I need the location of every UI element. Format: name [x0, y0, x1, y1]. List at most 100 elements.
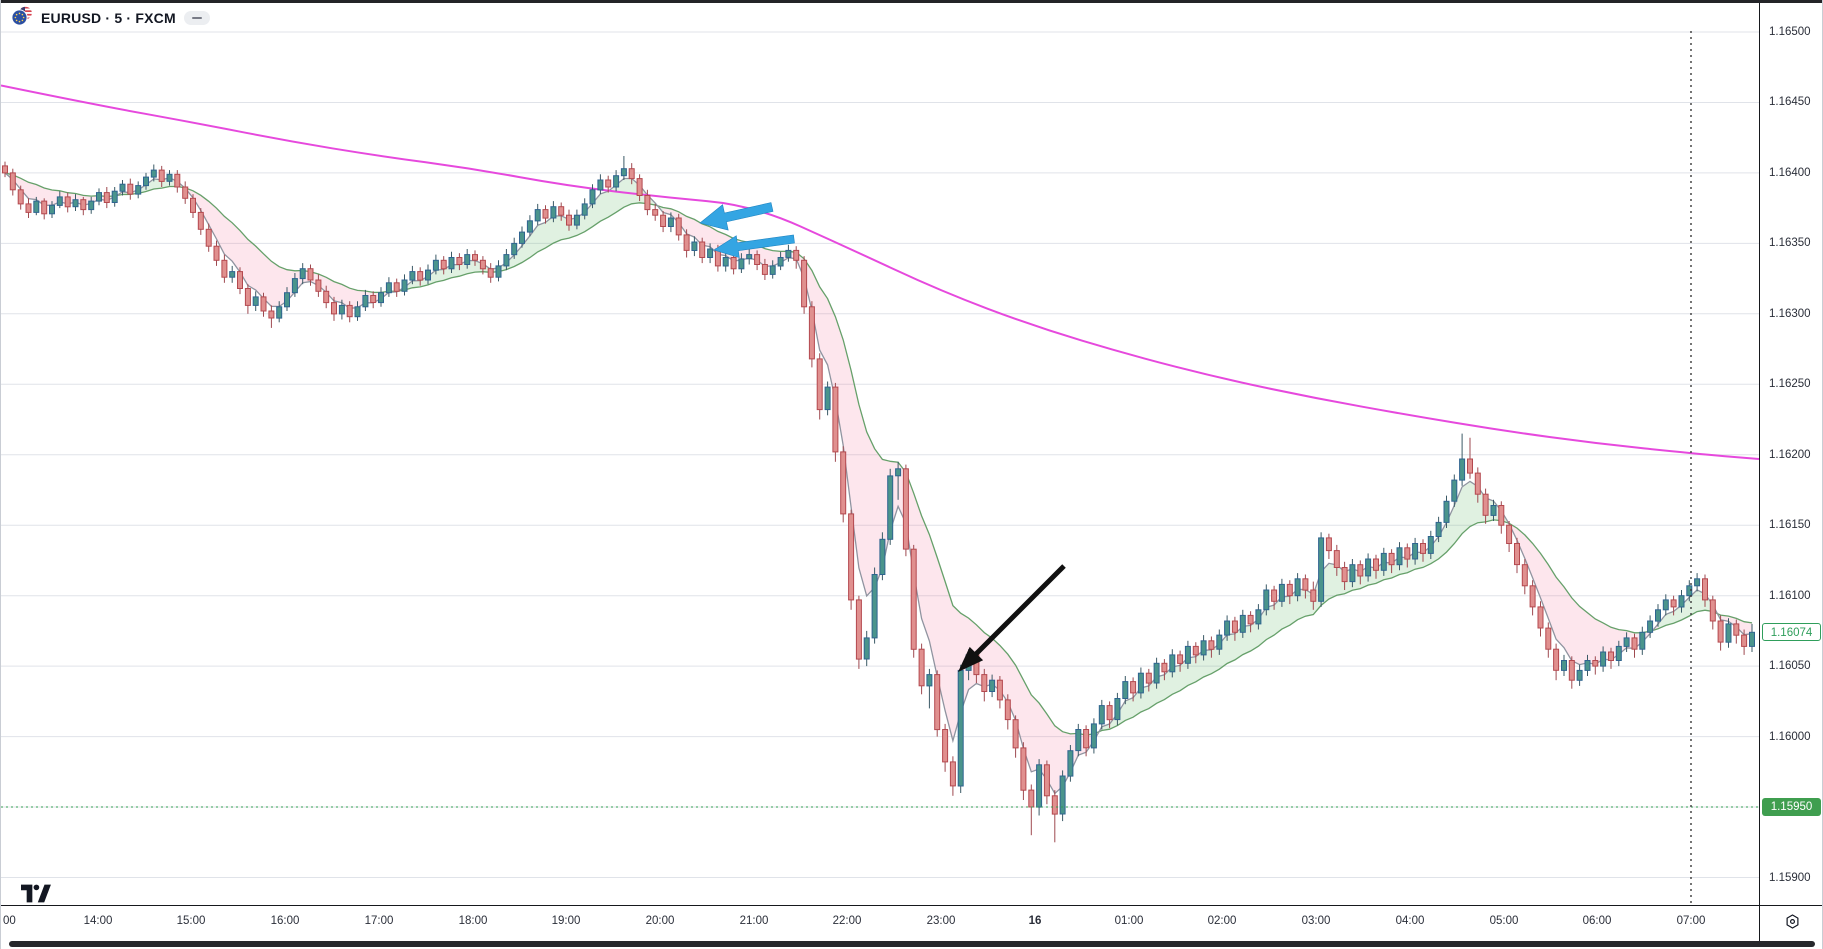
scale-settings-corner[interactable]: [1759, 905, 1822, 941]
candle-down: [918, 648, 925, 687]
candle-down: [1608, 651, 1614, 661]
candle-down: [675, 217, 682, 236]
candle-up: [354, 306, 361, 318]
slow-ema-line[interactable]: [4, 172, 1753, 736]
candle-up: [432, 259, 439, 271]
time-tick-label: 03:00: [1301, 915, 1331, 927]
candle-up: [1427, 536, 1434, 554]
candle-up: [143, 176, 149, 187]
candle-down: [1083, 729, 1090, 749]
candle-down: [1247, 614, 1254, 625]
candle-up: [1114, 698, 1121, 721]
candle-down: [1467, 458, 1473, 474]
candle-up: [769, 265, 776, 275]
candle-down: [1506, 524, 1513, 545]
candle-down: [542, 209, 549, 219]
candle-down: [1231, 620, 1238, 633]
price-chart[interactable]: [1, 0, 1760, 905]
time-tick-label: 14:00: [83, 915, 113, 927]
time-tick-label: 19:00: [551, 915, 581, 927]
candle-down: [1302, 578, 1309, 591]
candle-up: [1200, 640, 1207, 656]
candle-down: [1333, 550, 1340, 568]
candle-down: [260, 296, 267, 312]
eurusd-flag-icon: [11, 6, 33, 31]
candle-down: [1592, 660, 1599, 667]
candle-up: [401, 279, 408, 292]
candle-up: [871, 574, 878, 639]
price-tick-label: 1.16400: [1769, 167, 1811, 179]
legend-collapse-button[interactable]: [183, 11, 210, 25]
candle-down: [323, 290, 330, 304]
candle-down: [1106, 705, 1113, 721]
candle-down: [1192, 645, 1199, 656]
candle-up: [667, 217, 674, 227]
candle-up: [722, 257, 729, 267]
candle-down: [370, 295, 377, 303]
tradingview-logo[interactable]: [21, 884, 51, 903]
candle-up: [1600, 651, 1607, 667]
candle-up: [1435, 521, 1442, 538]
candle-up: [409, 271, 416, 281]
candle-down: [1325, 537, 1332, 552]
time-tick-label: 04:00: [1395, 915, 1425, 927]
candle-up: [276, 306, 283, 319]
candle-down: [127, 183, 134, 195]
ma-ribbon-fill: [1101, 481, 1510, 731]
candle-up: [1184, 645, 1191, 664]
time-tick-label: 16:00: [270, 915, 300, 927]
candle-down: [566, 214, 572, 226]
candle-down: [1717, 620, 1724, 643]
candle-up: [1098, 705, 1105, 725]
alert-price-label[interactable]: 1.15950: [1762, 798, 1821, 816]
chart-pane[interactable]: [1, 0, 1760, 905]
candle-up: [1490, 505, 1497, 516]
candle-up: [72, 199, 79, 208]
price-tick-label: 1.16450: [1769, 96, 1811, 108]
black-arrow-head[interactable]: [958, 646, 984, 672]
blue-arrow-drawing[interactable]: [713, 234, 795, 259]
candle-up: [1224, 620, 1231, 636]
candle-down: [636, 178, 643, 197]
candle-up: [1678, 595, 1685, 608]
candle-down: [1420, 543, 1426, 554]
candle-up: [1655, 609, 1661, 622]
candle-up: [1090, 723, 1097, 749]
price-axis[interactable]: 1.16500 1.16450 1.16400 1.16350 1.16300 1.162…: [1759, 3, 1822, 905]
candle-down: [1404, 547, 1411, 560]
candle-down: [840, 451, 847, 515]
candle-up: [1396, 547, 1403, 566]
candle-down: [9, 172, 16, 191]
symbol-legend[interactable]: EURUSD · 5 · FXCM: [11, 6, 210, 31]
blue-arrow-drawing[interactable]: [699, 202, 774, 231]
candle-down: [605, 179, 612, 188]
symbol-title: EURUSD · 5 · FXCM: [41, 10, 176, 26]
time-axis[interactable]: 00 14:00 15:00 16:00 17:00 18:00 19:00 20:00 21:…: [1, 905, 1759, 941]
candle-up: [926, 674, 933, 687]
candle-down: [644, 195, 651, 211]
bottom-border: [9, 941, 1815, 947]
candle-up: [1137, 672, 1144, 694]
black-arrow-shaft[interactable]: [970, 564, 1066, 660]
candle-up: [448, 257, 455, 270]
candle-down: [268, 310, 275, 319]
time-tick-label: 16: [1028, 915, 1042, 927]
candle-up: [252, 296, 259, 306]
candle-up: [746, 254, 753, 260]
candle-up: [1036, 764, 1043, 808]
candle-up: [581, 203, 588, 216]
candle-up: [1169, 654, 1176, 673]
candle-up: [989, 679, 996, 693]
candle-down: [1177, 654, 1184, 664]
candle-down: [1310, 589, 1317, 602]
candle-up: [1059, 775, 1066, 815]
candle-down: [1028, 789, 1035, 808]
candle-up: [385, 282, 392, 294]
candle-down: [981, 674, 988, 692]
candle-down: [699, 241, 706, 258]
candle-down: [902, 468, 909, 550]
candle-up: [707, 248, 714, 258]
long-ma-line[interactable]: [1, 84, 1760, 460]
candle-up: [573, 214, 580, 226]
candle-down: [472, 254, 478, 261]
